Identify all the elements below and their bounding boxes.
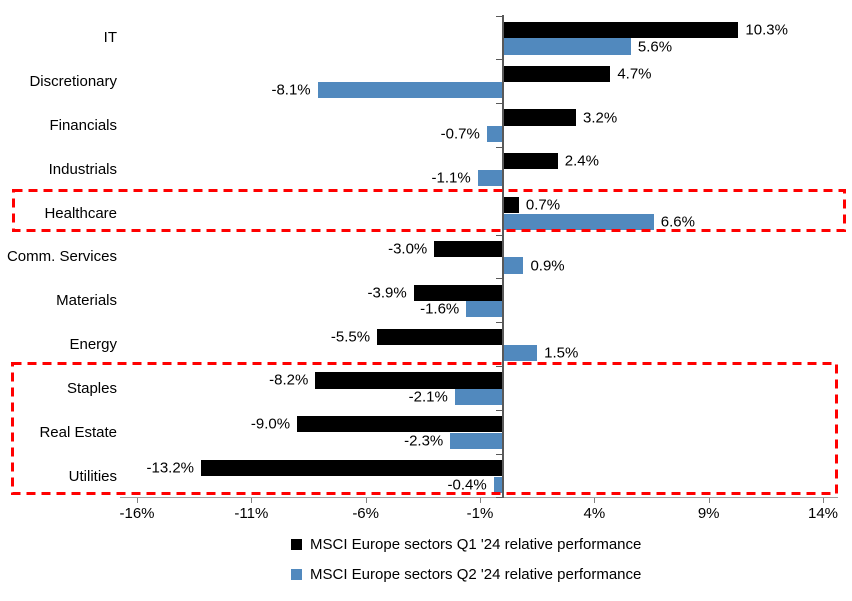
- value-label-q1-1: 4.7%: [617, 65, 652, 83]
- category-boundary-tick-10: [496, 453, 503, 455]
- legend-item-q2: MSCI Europe sectors Q2 '24 relative perf…: [291, 566, 641, 583]
- legend-item-q1: MSCI Europe sectors Q1 '24 relative perf…: [291, 536, 641, 553]
- category-label-staples: Staples: [66, 379, 117, 397]
- zero-axis-line: [502, 15, 504, 498]
- x-tick-mark-5: [708, 498, 710, 503]
- x-tick-label-5: 9%: [697, 505, 720, 522]
- bar-q1-9: [297, 416, 503, 433]
- value-label-q2-5: 0.9%: [530, 257, 565, 275]
- category-boundary-tick-7: [496, 322, 503, 324]
- bar-q2-2: [486, 126, 503, 143]
- category-boundary-tick-8: [496, 366, 503, 368]
- x-tick-mark-4: [594, 498, 596, 503]
- legend-label-q1: MSCI Europe sectors Q1 '24 relative perf…: [310, 536, 642, 553]
- x-tick-label-3: -1%: [466, 505, 494, 522]
- x-tick-label-4: 4%: [583, 505, 606, 522]
- bar-q2-9: [450, 432, 503, 449]
- value-label-q2-8: -2.1%: [408, 388, 448, 406]
- highlight-box-healthcare: [12, 189, 846, 232]
- category-label-it: IT: [103, 29, 117, 47]
- x-tick-mark-1: [251, 498, 253, 503]
- bar-q1-10: [201, 459, 503, 477]
- category-label-financials: Financials: [49, 117, 117, 135]
- category-label-real-estate: Real Estate: [39, 423, 117, 441]
- x-tick-mark-3: [480, 498, 481, 503]
- category-boundary-tick-6: [496, 278, 503, 280]
- category-boundary-tick-1: [496, 59, 503, 61]
- value-label-q2-7: 1.5%: [544, 344, 579, 362]
- value-label-q1-5: -3.0%: [388, 240, 428, 258]
- category-label-discretionary: Discretionary: [29, 73, 117, 91]
- bar-q2-1: [317, 82, 503, 99]
- category-label-comm-services: Comm. Services: [6, 248, 117, 266]
- value-label-q2-0: 5.6%: [637, 38, 673, 55]
- category-boundary-tick-9: [496, 409, 503, 411]
- x-tick-label-0: -16%: [119, 505, 155, 522]
- bar-q1-6: [413, 284, 503, 301]
- category-boundary-tick-0: [496, 15, 503, 17]
- legend-swatch-q2-icon: [291, 569, 302, 580]
- value-label-q2-1: -8.1%: [271, 81, 311, 99]
- category-label-industrials: Industrials: [48, 160, 117, 178]
- category-boundary-tick-5: [496, 234, 503, 236]
- value-label-q2-9: -2.3%: [404, 432, 444, 450]
- value-label-q2-2: -0.7%: [440, 125, 480, 143]
- x-tick-label-2: -6%: [352, 505, 379, 522]
- bar-q1-7: [377, 328, 503, 345]
- value-label-q1-9: -9.0%: [250, 415, 291, 433]
- legend-label-q2: MSCI Europe sectors Q2 '24 relative perf…: [310, 566, 642, 583]
- x-tick-label-6: 14%: [807, 505, 839, 522]
- x-tick-mark-6: [823, 498, 824, 503]
- value-label-q2-6: -1.6%: [420, 300, 460, 318]
- category-boundary-tick-11: [496, 497, 503, 499]
- value-label-q1-4: 0.7%: [525, 196, 561, 214]
- value-label-q1-7: -5.5%: [330, 328, 371, 346]
- bar-q2-7: [502, 345, 538, 362]
- bar-q2-4: [502, 213, 654, 230]
- bar-q2-6: [466, 301, 503, 318]
- category-label-healthcare: Healthcare: [44, 204, 117, 222]
- bar-q1-1: [502, 65, 611, 82]
- bar-q1-3: [502, 153, 558, 170]
- bar-q1-5: [434, 240, 503, 258]
- category-boundary-tick-2: [496, 103, 503, 105]
- x-tick-mark-0: [137, 498, 138, 503]
- category-label-energy: Energy: [69, 336, 117, 354]
- category-label-materials: Materials: [56, 292, 117, 310]
- x-tick-label-1: -11%: [234, 505, 269, 522]
- bar-q2-0: [502, 38, 631, 55]
- value-label-q2-10: -0.4%: [447, 476, 487, 494]
- value-label-q1-2: 3.2%: [583, 109, 618, 127]
- value-label-q1-8: -8.2%: [269, 371, 309, 389]
- x-axis-line: [120, 497, 838, 498]
- value-label-q1-10: -13.2%: [146, 459, 195, 477]
- bar-q2-5: [502, 257, 524, 274]
- bar-q1-8: [315, 372, 503, 389]
- category-boundary-tick-4: [496, 190, 503, 192]
- value-label-q1-6: -3.9%: [367, 284, 407, 302]
- bar-q2-8: [454, 388, 503, 406]
- bar-q1-4: [502, 197, 519, 214]
- category-label-utilities: Utilities: [68, 467, 117, 485]
- value-label-q2-4: 6.6%: [660, 213, 695, 231]
- value-label-q1-3: 2.4%: [564, 152, 599, 170]
- bar-q1-2: [502, 109, 577, 126]
- category-boundary-tick-3: [496, 146, 503, 148]
- x-tick-mark-2: [365, 498, 367, 503]
- bar-q2-3: [477, 169, 503, 187]
- legend-swatch-q1-icon: [291, 539, 302, 550]
- value-label-q1-0: 10.3%: [745, 21, 788, 39]
- bar-q1-0: [502, 21, 739, 38]
- value-label-q2-3: -1.1%: [431, 169, 471, 187]
